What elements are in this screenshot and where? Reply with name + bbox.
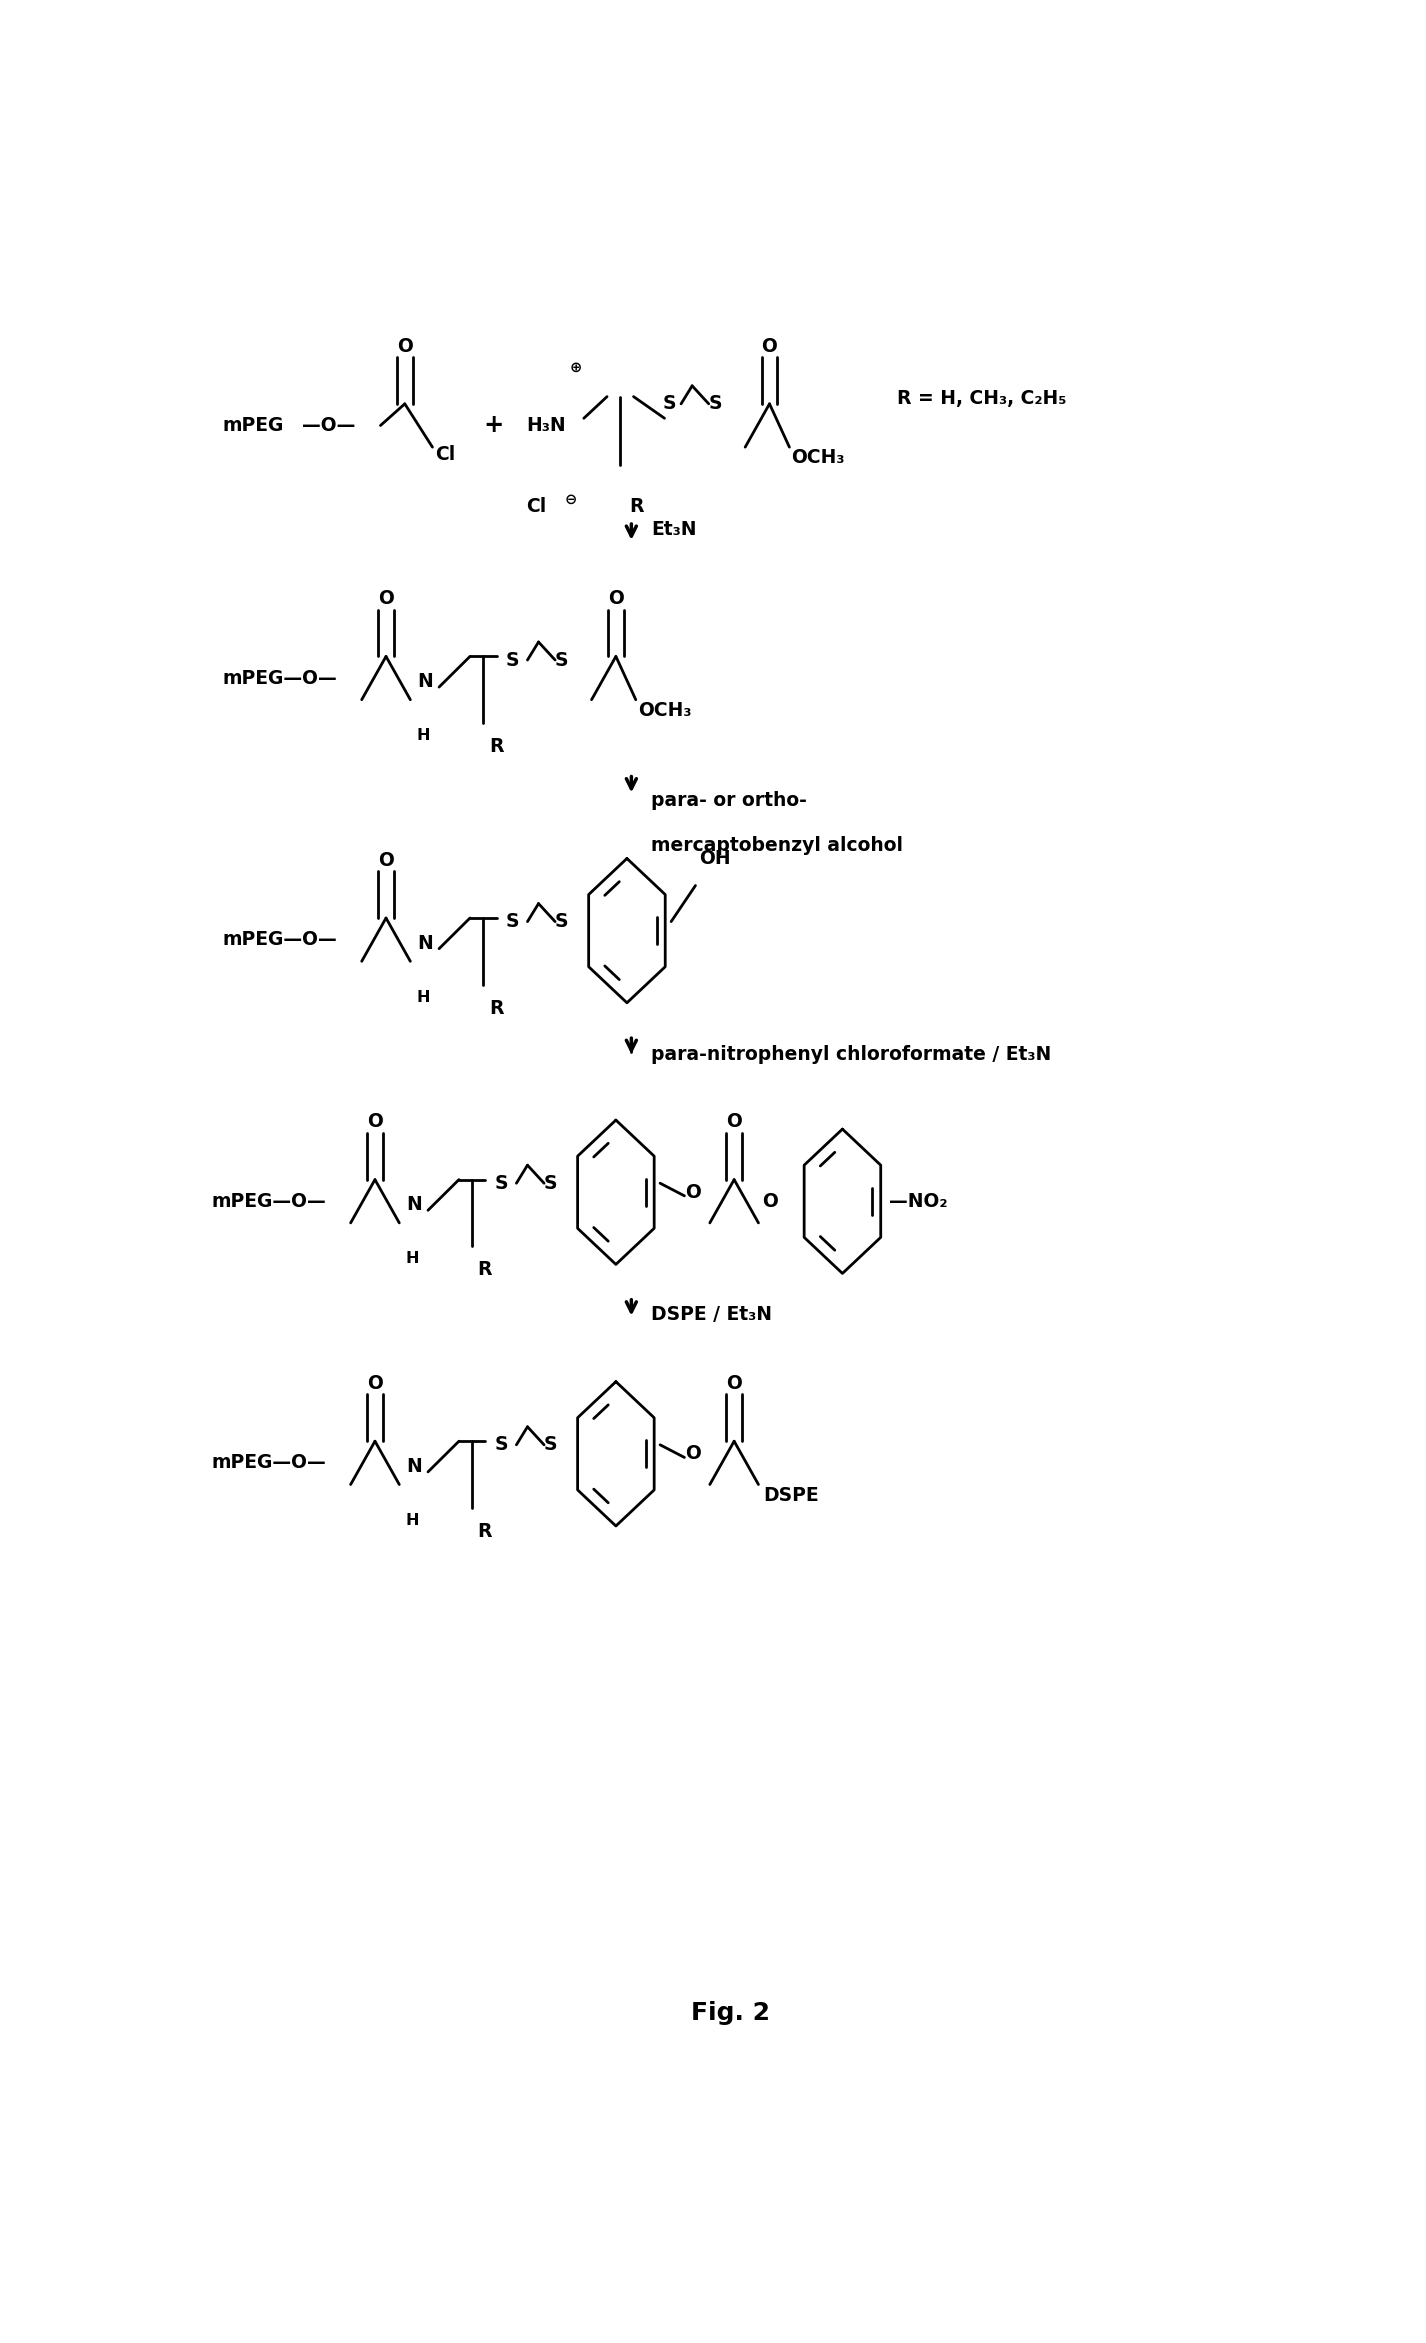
Text: O: O <box>726 1113 742 1132</box>
Text: S: S <box>709 394 722 412</box>
Text: S: S <box>495 1436 508 1455</box>
Text: R = H, CH₃, C₂H₅: R = H, CH₃, C₂H₅ <box>897 389 1067 408</box>
Text: S: S <box>555 911 569 930</box>
Text: H₃N: H₃N <box>526 417 566 436</box>
Text: OH: OH <box>699 848 730 867</box>
Text: ⊕: ⊕ <box>570 361 582 375</box>
Text: OCH₃: OCH₃ <box>791 448 846 469</box>
Text: para-nitrophenyl chloroformate / Et₃N: para-nitrophenyl chloroformate / Et₃N <box>652 1045 1051 1064</box>
Text: O: O <box>726 1373 742 1394</box>
Text: N: N <box>416 935 432 954</box>
Text: mPEG—O—: mPEG—O— <box>222 930 337 949</box>
Text: O: O <box>761 1193 777 1211</box>
Text: O: O <box>686 1183 702 1202</box>
Text: N: N <box>406 1457 422 1476</box>
Text: +: + <box>483 412 503 438</box>
Text: Cl: Cl <box>526 497 546 515</box>
Text: O: O <box>378 851 394 869</box>
Text: N: N <box>406 1195 422 1214</box>
Text: H: H <box>406 1514 419 1528</box>
Text: H: H <box>416 989 431 1005</box>
Text: Fig. 2: Fig. 2 <box>692 2001 770 2024</box>
Text: O: O <box>366 1373 384 1394</box>
Text: mPEG—O—: mPEG—O— <box>211 1453 327 1471</box>
Text: O: O <box>378 588 394 609</box>
Text: S: S <box>505 911 519 930</box>
Text: —O—: —O— <box>302 417 355 436</box>
Text: S: S <box>495 1174 508 1193</box>
Text: O: O <box>761 337 777 356</box>
Text: O: O <box>366 1113 384 1132</box>
Text: S: S <box>662 394 676 412</box>
Text: Et₃N: Et₃N <box>652 520 697 539</box>
Text: R: R <box>478 1523 492 1542</box>
Text: R: R <box>629 497 643 515</box>
Text: S: S <box>545 1436 558 1455</box>
Text: R: R <box>478 1261 492 1279</box>
Text: OCH₃: OCH₃ <box>637 701 692 719</box>
Text: R: R <box>489 998 503 1017</box>
Text: mPEG—O—: mPEG—O— <box>211 1193 327 1211</box>
Text: H: H <box>416 729 431 743</box>
Text: DSPE / Et₃N: DSPE / Et₃N <box>652 1305 773 1324</box>
Text: O: O <box>396 337 412 356</box>
Text: para- or ortho-: para- or ortho- <box>652 792 807 811</box>
Text: Cl: Cl <box>435 445 455 464</box>
Text: O: O <box>607 588 623 609</box>
Text: S: S <box>505 651 519 670</box>
Text: S: S <box>555 651 569 670</box>
Text: —NO₂: —NO₂ <box>888 1193 947 1211</box>
Text: ⊖: ⊖ <box>565 492 576 506</box>
Text: S: S <box>545 1174 558 1193</box>
Text: mercaptobenzyl alcohol: mercaptobenzyl alcohol <box>652 836 903 855</box>
Text: DSPE: DSPE <box>763 1485 819 1504</box>
Text: H: H <box>406 1251 419 1268</box>
Text: mPEG—O—: mPEG—O— <box>222 668 337 686</box>
Text: O: O <box>686 1443 702 1464</box>
Text: R: R <box>489 738 503 757</box>
Text: N: N <box>416 672 432 691</box>
Text: mPEG: mPEG <box>222 417 284 436</box>
